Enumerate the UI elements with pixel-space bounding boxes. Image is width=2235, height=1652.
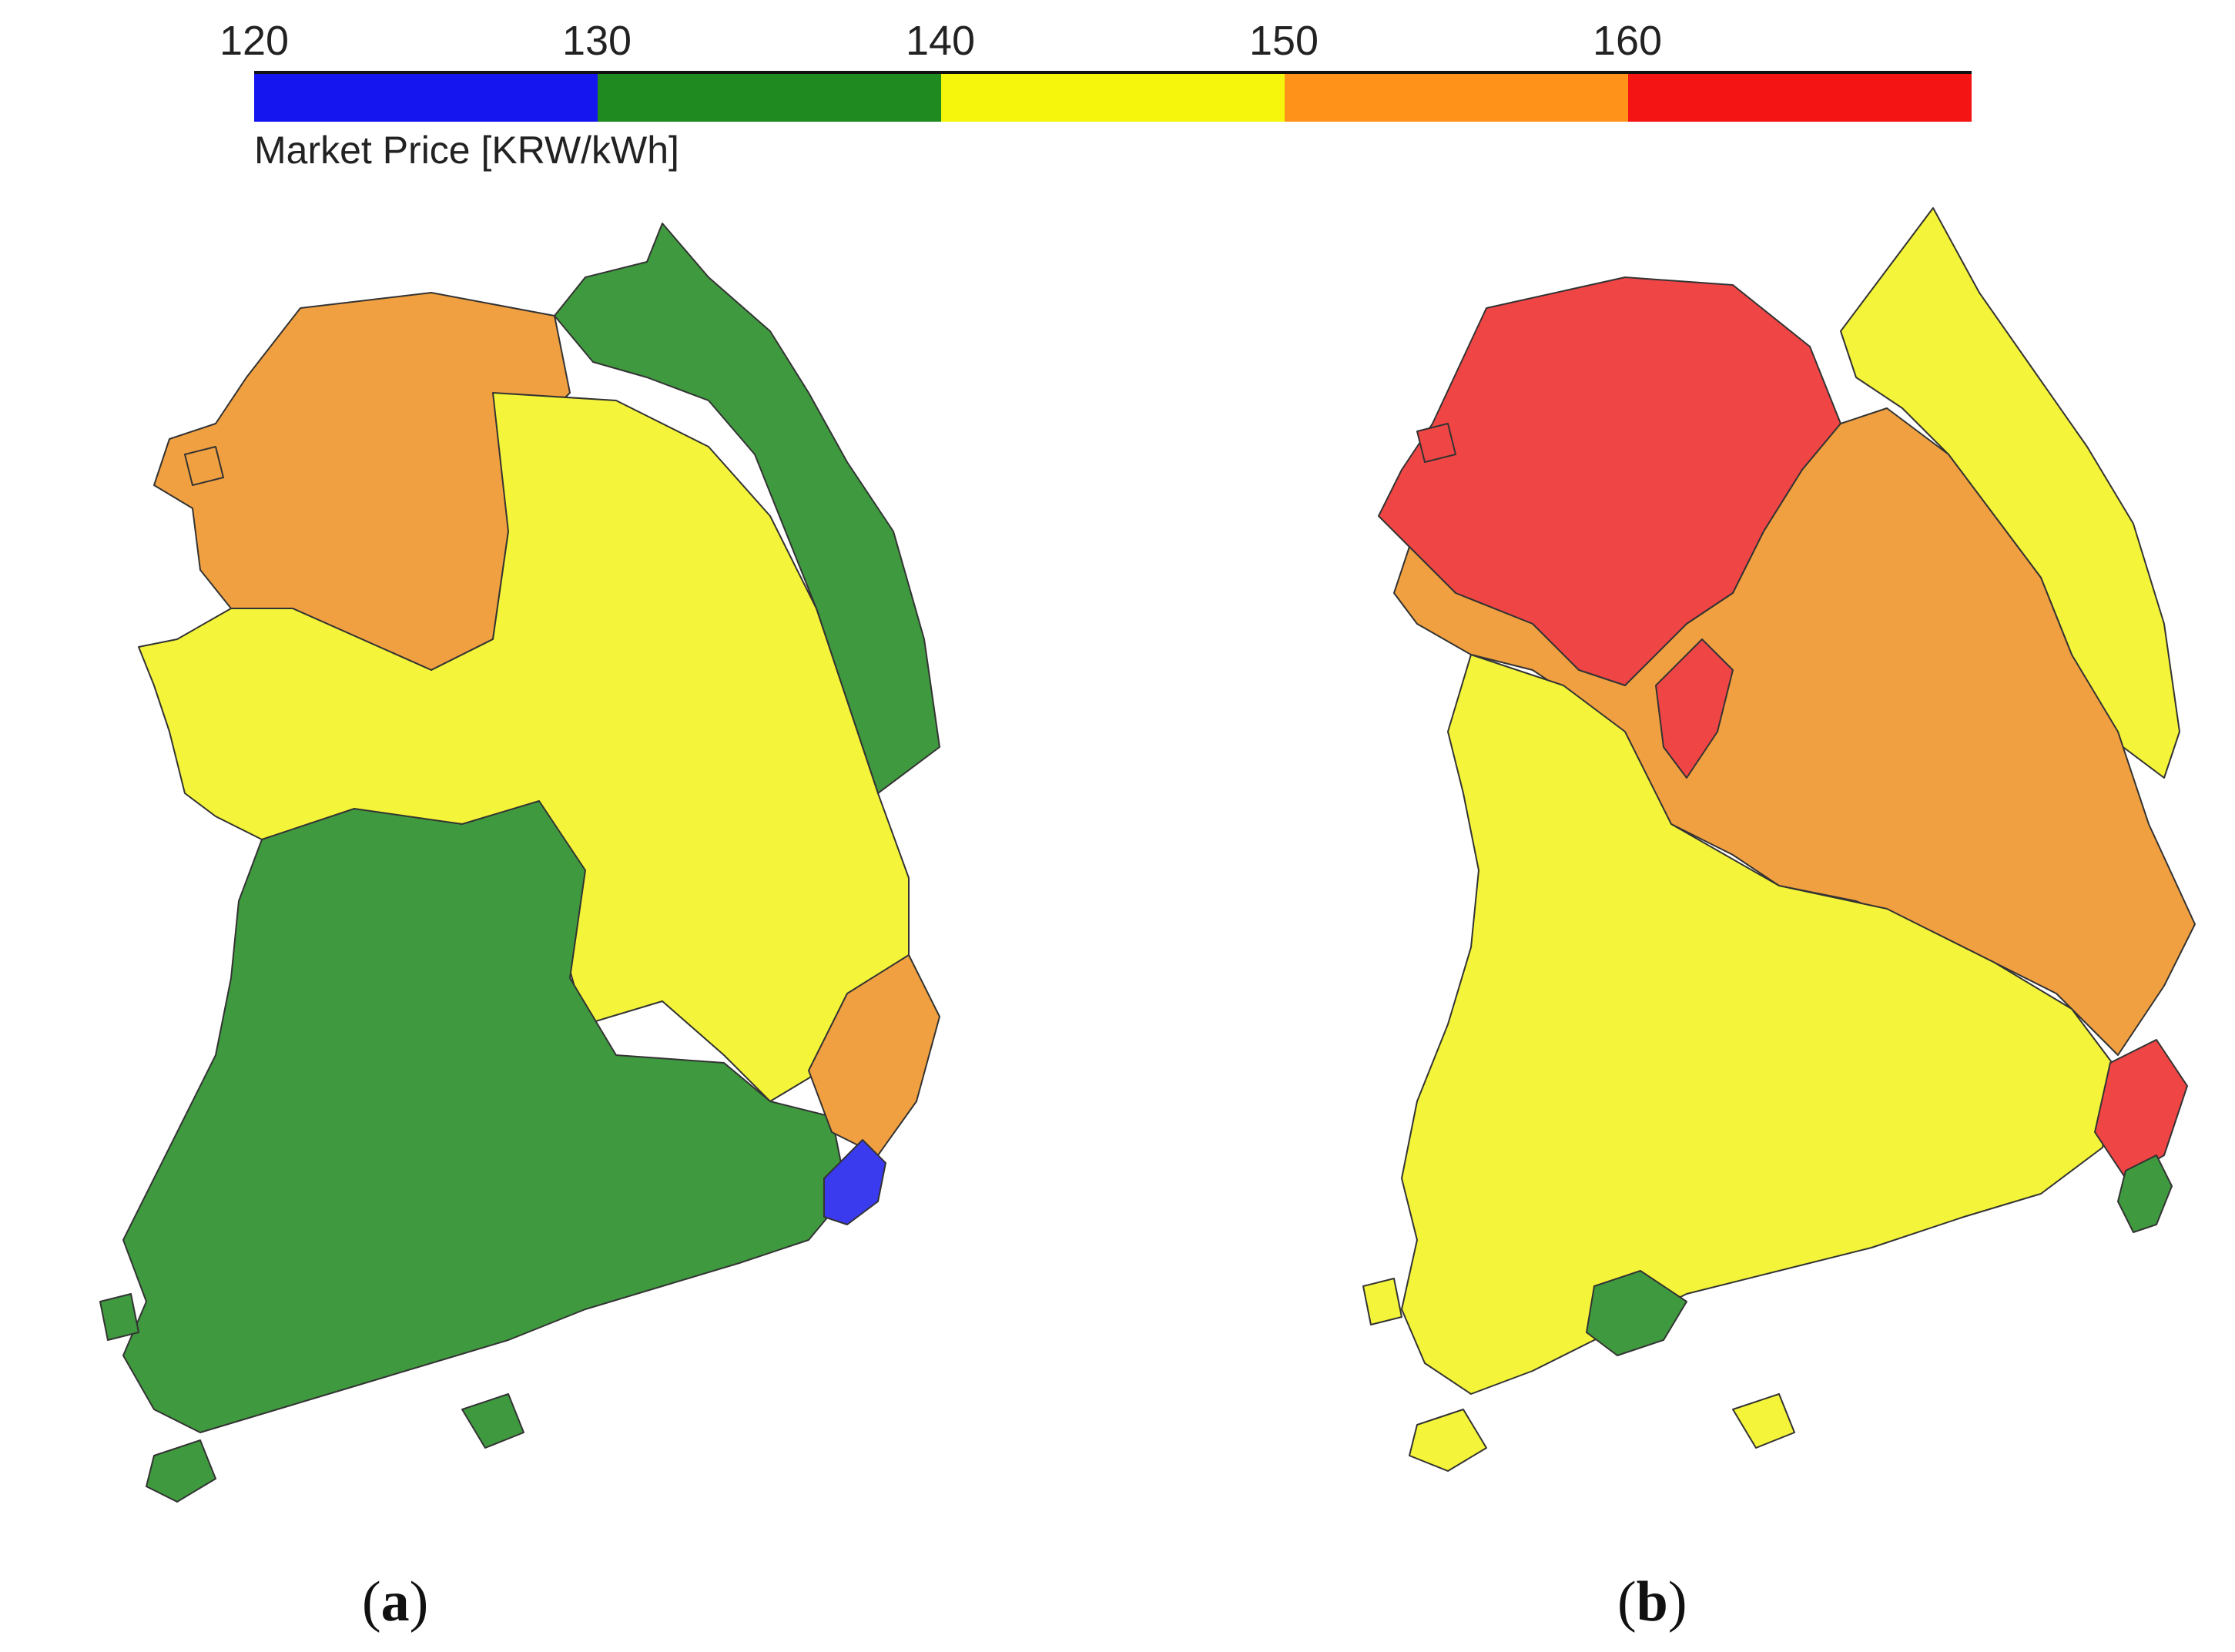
legend-bin-120-130 (254, 74, 598, 122)
panel-label-a: (a) (362, 1570, 429, 1634)
region-south (122, 800, 848, 1433)
island (1362, 1278, 1402, 1325)
legend-tick-140: 140 (905, 18, 976, 64)
region-southwest-green (1586, 1270, 1687, 1356)
legend-bin-140-150 (941, 74, 1285, 122)
region-ulsan (2094, 1039, 2188, 1179)
legend-bin-130-140 (598, 74, 941, 122)
region-seoul-corridor (1655, 638, 1734, 779)
map-panel-b (1362, 207, 2196, 1472)
legend-tick-160: 160 (1592, 18, 1663, 64)
island (184, 446, 224, 486)
legend-tick-130: 130 (561, 18, 632, 64)
island (99, 1293, 139, 1341)
legend-tick-150: 150 (1248, 18, 1319, 64)
legend-bin-160-170 (1628, 74, 1972, 122)
legend-bin-150-160 (1285, 74, 1628, 122)
region-ulsan (808, 954, 940, 1156)
legend-title: Market Price [KRW/kWh] (254, 129, 679, 172)
island (1416, 423, 1456, 463)
island (1409, 1409, 1487, 1472)
panel-label-b: (b) (1617, 1570, 1687, 1634)
island (461, 1393, 524, 1449)
color-legend: 120 130 140 150 160 Market Price [KRW/kW… (0, 0, 2235, 200)
region-busan (823, 1139, 886, 1225)
region-south (1401, 654, 2119, 1395)
region-busan (2117, 1154, 2173, 1233)
legend-color-bar (254, 71, 1972, 122)
map-panel-a (99, 223, 940, 1503)
legend-tick-120: 120 (219, 18, 290, 64)
island (1732, 1393, 1795, 1449)
island (146, 1439, 216, 1503)
